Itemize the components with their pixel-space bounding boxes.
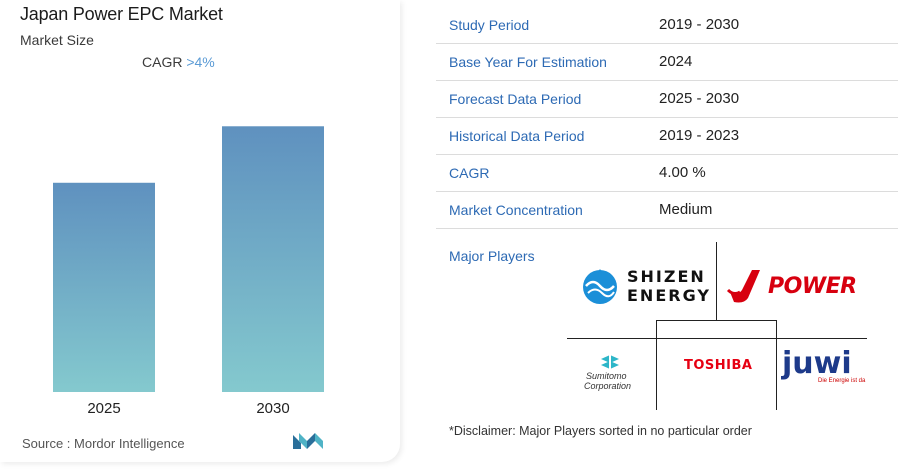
cagr-value: >4% bbox=[186, 54, 215, 70]
source-text: Source : Mordor Intelligence bbox=[22, 436, 185, 451]
sumitomo-text-1: Sumitomo bbox=[586, 371, 627, 381]
row-key: CAGR bbox=[449, 165, 490, 181]
table-row: Market Concentration Medium bbox=[436, 192, 898, 229]
row-value: 2019 - 2030 bbox=[659, 16, 740, 33]
row-value: Medium bbox=[659, 201, 713, 218]
mordor-logo-icon bbox=[293, 433, 323, 449]
grid-divider bbox=[716, 242, 717, 320]
chart-subtitle: Market Size bbox=[20, 32, 94, 48]
row-key: Forecast Data Period bbox=[449, 91, 582, 107]
row-value: 4.00 % bbox=[659, 164, 706, 181]
bar-2025 bbox=[53, 182, 155, 392]
table-row: Base Year For Estimation 2024 bbox=[436, 44, 898, 81]
table-row: Historical Data Period 2019 - 2023 bbox=[436, 118, 898, 155]
x-tick-label: 2030 bbox=[256, 400, 289, 417]
bar-2030 bbox=[222, 126, 324, 393]
row-value: 2025 - 2030 bbox=[659, 90, 740, 107]
table-row: CAGR 4.00 % bbox=[436, 155, 898, 192]
juwi-logo: juwi Die Energie ist da bbox=[782, 346, 872, 388]
disclaimer-text: *Disclaimer: Major Players sorted in no … bbox=[449, 424, 752, 438]
juwi-tagline: Die Energie ist da bbox=[818, 378, 866, 384]
market-size-card: 2025 2030 Japan Power EPC Market Market S… bbox=[0, 0, 400, 462]
shizen-text-1: SHIZEN bbox=[627, 267, 706, 286]
row-key: Base Year For Estimation bbox=[449, 54, 607, 70]
toshiba-logo: TOSHIBA bbox=[684, 358, 753, 373]
juwi-text: juwi bbox=[782, 346, 852, 381]
sumitomo-logo: Sumitomo Corporation bbox=[578, 354, 642, 394]
grid-divider bbox=[656, 320, 777, 321]
row-value: 2024 bbox=[659, 53, 693, 70]
sumitomo-emblem-icon bbox=[601, 354, 619, 370]
grid-divider bbox=[656, 320, 657, 410]
major-players-label: Major Players bbox=[449, 248, 535, 264]
row-value: 2019 - 2023 bbox=[659, 127, 740, 144]
market-size-chart: 2025 2030 bbox=[53, 126, 324, 417]
grid-divider bbox=[567, 338, 867, 339]
cagr-label: CAGR bbox=[142, 54, 183, 70]
chart-title: Japan Power EPC Market bbox=[20, 4, 223, 24]
sumitomo-text-2: Corporation bbox=[584, 381, 632, 391]
shizen-drop-icon bbox=[583, 269, 617, 304]
row-key: Historical Data Period bbox=[449, 128, 585, 144]
jpower-swoosh-icon bbox=[726, 270, 760, 303]
jpower-logo: POWER bbox=[726, 268, 861, 304]
report-summary-table: Study Period 2019 - 2030 Base Year For E… bbox=[436, 7, 898, 229]
cagr-indicator: CAGR >4% bbox=[142, 54, 215, 70]
table-row: Forecast Data Period 2025 - 2030 bbox=[436, 81, 898, 118]
jpower-text: POWER bbox=[768, 274, 857, 299]
row-key: Market Concentration bbox=[449, 202, 583, 218]
row-key: Study Period bbox=[449, 17, 530, 33]
shizen-text-2: ENERGY bbox=[627, 286, 711, 305]
shizen-energy-logo: SHIZEN ENERGY bbox=[580, 266, 709, 306]
x-tick-label: 2025 bbox=[87, 400, 120, 417]
table-row: Study Period 2019 - 2030 bbox=[436, 7, 898, 44]
grid-divider bbox=[776, 320, 777, 410]
